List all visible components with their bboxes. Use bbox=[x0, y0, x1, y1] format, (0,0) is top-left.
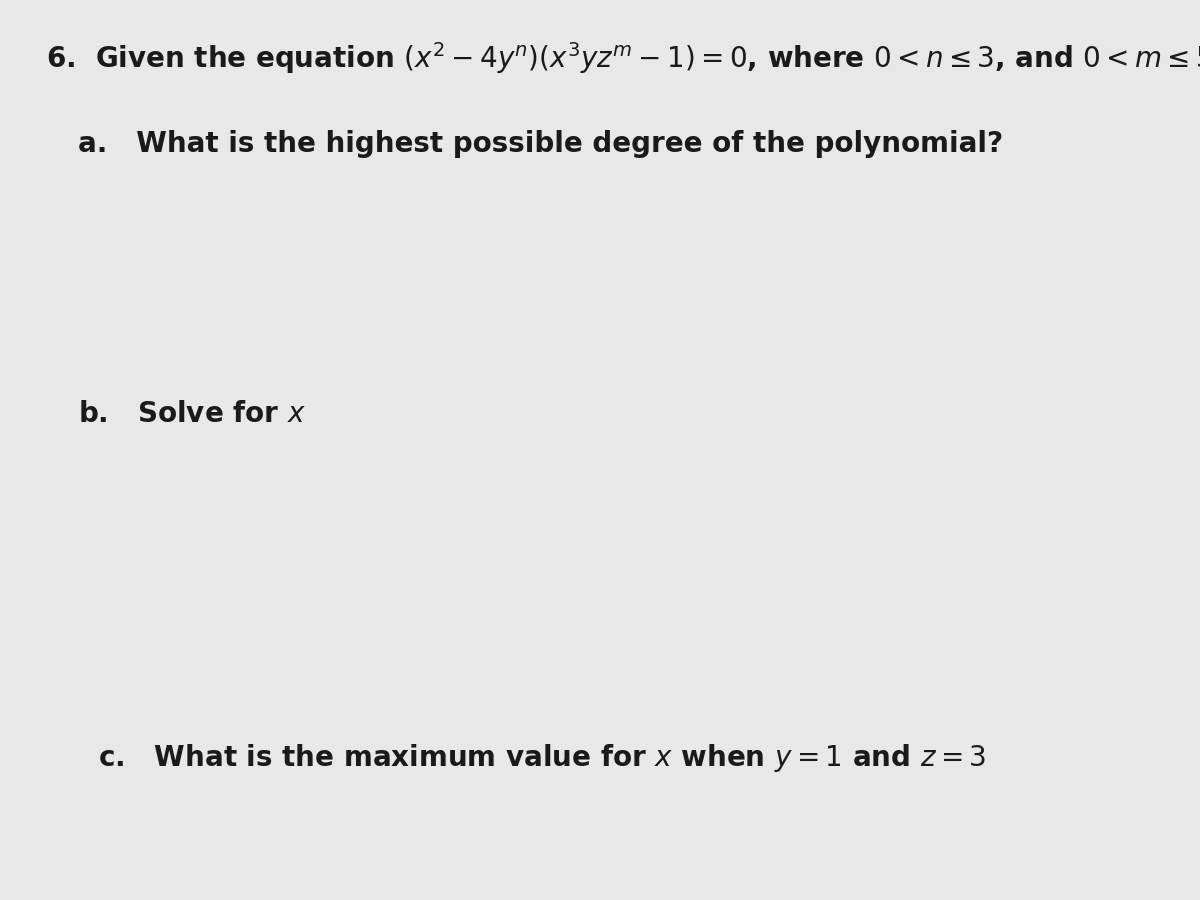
Text: 6.  Given the equation $(x^2 - 4y^n)(x^3yz^m - 1) = 0$, where $0 < n \leq 3$, an: 6. Given the equation $(x^2 - 4y^n)(x^3y… bbox=[46, 40, 1200, 76]
Text: b.   Solve for $x$: b. Solve for $x$ bbox=[78, 400, 306, 428]
Text: c.   What is the maximum value for $x$ when $y = 1$ and $z = 3$: c. What is the maximum value for $x$ whe… bbox=[98, 742, 986, 775]
Text: a.   What is the highest possible degree of the polynomial?: a. What is the highest possible degree o… bbox=[78, 130, 1003, 158]
